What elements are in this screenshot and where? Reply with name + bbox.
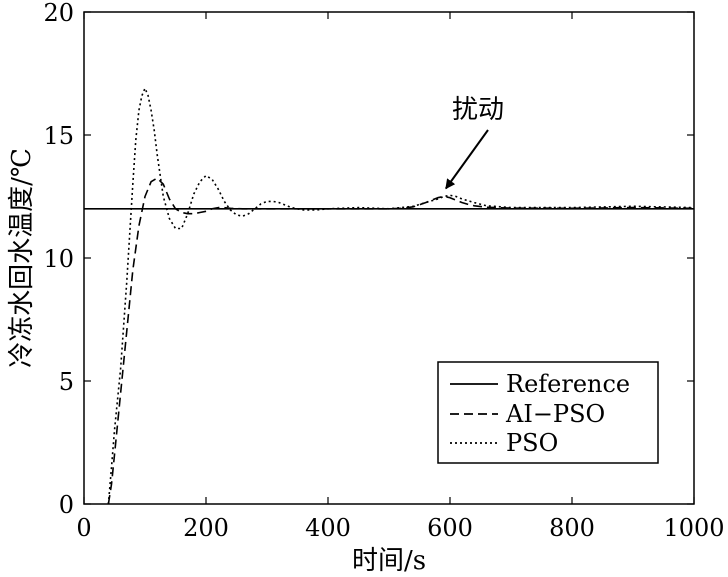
- annotation-arrow: [445, 129, 489, 190]
- x-tick-label: 600: [427, 514, 473, 542]
- legend-label-ai-pso: AI−PSO: [505, 400, 605, 428]
- y-tick-label: 20: [43, 0, 74, 27]
- x-axis-label: 时间/s: [352, 546, 426, 576]
- series-layer: [84, 87, 694, 504]
- y-tick-label: 10: [43, 245, 74, 273]
- series-line-ai-pso: [107, 177, 694, 504]
- y-tick-label: 5: [59, 368, 74, 396]
- axis-tick-labels: 0 200 400 600 800 1000 0 5 10 15 20: [43, 0, 724, 542]
- x-tick-label: 200: [183, 514, 229, 542]
- annotation-label: 扰动: [452, 95, 504, 125]
- series-line-pso: [107, 87, 694, 504]
- x-tick-label: 800: [549, 514, 595, 542]
- x-tick-label: 0: [76, 514, 91, 542]
- y-tick-label: 15: [43, 122, 74, 150]
- legend-box: [437, 361, 659, 464]
- x-tick-label: 400: [305, 514, 351, 542]
- y-axis-label: 冷冻水回水温度/℃: [7, 148, 37, 368]
- y-tick-label: 0: [59, 491, 74, 519]
- legend-label-pso: PSO: [506, 429, 558, 457]
- legend: Reference AI−PSO PSO: [437, 361, 659, 464]
- axis-ticks: [83, 11, 695, 505]
- legend-label-reference: Reference: [506, 370, 630, 398]
- x-tick-label: 1000: [663, 514, 724, 542]
